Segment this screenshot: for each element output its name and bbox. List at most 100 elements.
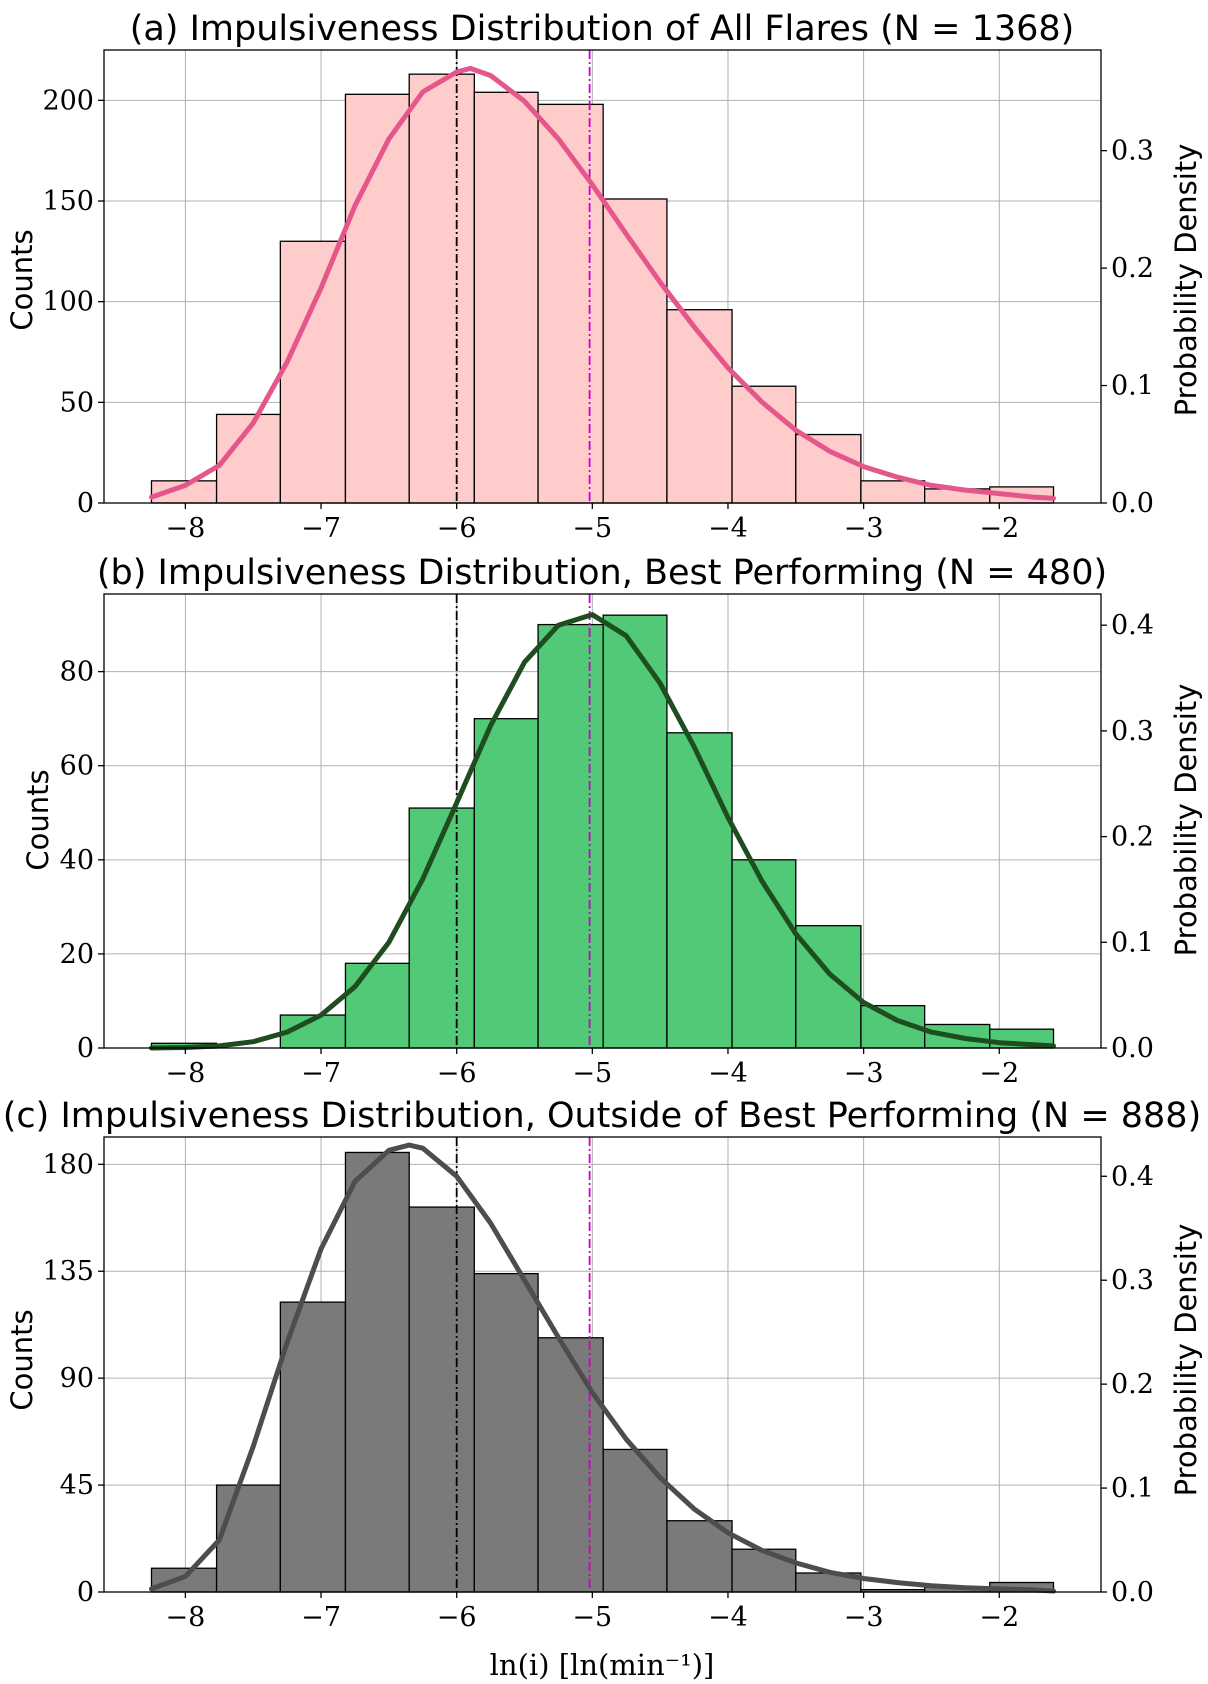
histogram-bar-a xyxy=(666,309,733,504)
y-axis-label-right-a: Probability Density xyxy=(1169,144,1203,417)
x-tick-label-c: −5 xyxy=(572,1602,612,1633)
histogram-bar-c xyxy=(473,1272,539,1593)
y-tick-label-c: 0 xyxy=(77,1577,94,1608)
panel-b: −8 −7 −6 −5 −4 −3 −2 0 20 40 60 80 0.0 0.1 0.2 0.3 0.4 (… xyxy=(21,553,1203,1089)
histogram-bar-c xyxy=(731,1548,797,1593)
histogram-bar-a xyxy=(537,103,604,504)
x-tick-label-b: −7 xyxy=(301,1058,341,1089)
y-right-tick-label-b: 0.2 xyxy=(1111,822,1154,853)
axes-frame-a xyxy=(103,49,1102,504)
y-tick-label-b: 0 xyxy=(77,1033,94,1064)
density-curve-c xyxy=(149,1142,1056,1594)
y-tick-label-a: 100 xyxy=(42,287,94,318)
histogram-bar-b xyxy=(344,962,410,1049)
x-tick-label-a: −4 xyxy=(708,513,748,544)
histogram-bar-a xyxy=(279,240,347,504)
x-tick-label-b: −5 xyxy=(572,1058,612,1089)
y-tick-label-c: 180 xyxy=(42,1149,94,1180)
reference-lines-a xyxy=(455,50,591,503)
x-tick-label-a: −6 xyxy=(437,513,477,544)
x-tick-label-a: −7 xyxy=(301,513,341,544)
y-tick-label-c: 135 xyxy=(42,1256,94,1287)
density-curve-b xyxy=(149,612,1056,1051)
density-line-a xyxy=(149,65,1056,501)
histogram-bar-a xyxy=(408,73,475,504)
y-right-tick-label-c: 0.1 xyxy=(1111,1473,1154,1504)
histogram-bar-b xyxy=(666,732,733,1049)
y-axis-label-right-b: Probability Density xyxy=(1169,684,1203,957)
histogram-bar-c xyxy=(279,1301,347,1593)
density-line-c xyxy=(149,1142,1056,1594)
y-tick-label-c: 90 xyxy=(60,1363,94,1394)
y-right-tick-label-c: 0.2 xyxy=(1111,1369,1154,1400)
y-tick-label-b: 60 xyxy=(60,751,94,782)
histogram-bar-b xyxy=(473,718,539,1049)
histogram-bar-c xyxy=(344,1151,410,1593)
x-tick-label-c: −2 xyxy=(979,1602,1019,1633)
y-right-tick-label-a: 0.1 xyxy=(1111,371,1154,402)
axes-box-b xyxy=(103,593,1102,1049)
y-right-tick-label-c: 0.3 xyxy=(1111,1265,1154,1296)
bars-b xyxy=(150,614,1055,1049)
x-tick-label-c: −4 xyxy=(708,1602,748,1633)
axes-box-a xyxy=(103,49,1102,504)
reference-lines-b xyxy=(455,594,591,1048)
y-tick-label-a: 0 xyxy=(77,488,94,519)
y-axis-label-c: Counts xyxy=(5,1309,39,1410)
y-tick-label-b: 40 xyxy=(60,845,94,876)
x-tick-label-c: −7 xyxy=(301,1602,341,1633)
x-tick-label-b: −4 xyxy=(708,1058,748,1089)
bars-c xyxy=(150,1151,1055,1593)
x-tick-label-b: −2 xyxy=(979,1058,1019,1089)
y-tick-label-c: 45 xyxy=(60,1470,94,1501)
y-right-tick-label-b: 0.4 xyxy=(1111,610,1154,641)
y-right-tick-label-a: 0.3 xyxy=(1111,136,1154,167)
density-line-b xyxy=(149,612,1056,1051)
x-tick-label-a: −2 xyxy=(979,513,1019,544)
x-tick-label-c: −3 xyxy=(844,1602,884,1633)
y-right-tick-label-a: 0.2 xyxy=(1111,253,1154,284)
y-right-tick-label-c: 0.0 xyxy=(1111,1577,1154,1608)
y-tick-label-b: 80 xyxy=(60,657,94,688)
histogram-bar-c xyxy=(666,1520,733,1593)
y-axis-label-right-c: Probability Density xyxy=(1169,1224,1203,1497)
y-tick-label-b: 20 xyxy=(60,939,94,970)
y-right-tick-label-b: 0.1 xyxy=(1111,927,1154,958)
ticks-c: −8 −7 −6 −5 −4 −3 −2 0 45 90 135 180 0.0 0.1 0.2 0.3 0.4 xyxy=(42,1149,1154,1633)
chart-title-a: (a) Impulsiveness Distribution of All Fl… xyxy=(130,9,1075,49)
histogram-bar-c xyxy=(150,1567,218,1593)
y-tick-label-a: 200 xyxy=(42,85,94,116)
bars-a xyxy=(150,73,1055,504)
reference-lines-c xyxy=(455,1137,591,1592)
histogram-bar-c xyxy=(215,1484,281,1593)
y-right-tick-label-b: 0.0 xyxy=(1111,1033,1154,1064)
x-tick-label-b: −8 xyxy=(165,1058,205,1089)
chart-title-c: (c) Impulsiveness Distribution, Outside … xyxy=(3,1096,1201,1136)
axes-box-c xyxy=(103,1136,1102,1593)
y-right-tick-label-c: 0.4 xyxy=(1111,1161,1154,1192)
histogram-bar-c xyxy=(408,1206,475,1593)
histogram-bar-a xyxy=(860,480,926,504)
chart-title-b: (b) Impulsiveness Distribution, Best Per… xyxy=(97,553,1107,593)
x-tick-label-b: −6 xyxy=(437,1058,477,1089)
x-axis-label-c: ln(i) [ln(min⁻¹)] xyxy=(490,1648,715,1682)
x-tick-label-c: −6 xyxy=(437,1602,477,1633)
histogram-bar-a xyxy=(795,433,862,504)
y-right-tick-label-b: 0.3 xyxy=(1111,716,1154,747)
histogram-bar-b xyxy=(408,807,475,1049)
x-tick-label-a: −5 xyxy=(572,513,612,544)
histogram-bar-a xyxy=(344,93,410,504)
panel-c: −8 −7 −6 −5 −4 −3 −2 0 45 90 135 180 0.0 0.1 0.2 0.3 0.4… xyxy=(3,1096,1203,1682)
y-axis-label-a: Counts xyxy=(5,229,39,330)
ticks-b: −8 −7 −6 −5 −4 −3 −2 0 20 40 60 80 0.0 0.1 0.2 0.3 0.4 xyxy=(60,610,1154,1089)
x-tick-label-b: −3 xyxy=(844,1058,884,1089)
y-right-tick-label-a: 0.0 xyxy=(1111,488,1154,519)
axes-frame-b xyxy=(103,593,1102,1049)
y-tick-label-a: 150 xyxy=(42,186,94,217)
x-tick-label-a: −8 xyxy=(165,513,205,544)
histogram-bar-b xyxy=(537,623,604,1049)
x-tick-label-c: −8 xyxy=(165,1602,205,1633)
y-axis-label-b: Counts xyxy=(21,769,55,870)
density-curve-a xyxy=(149,65,1056,501)
